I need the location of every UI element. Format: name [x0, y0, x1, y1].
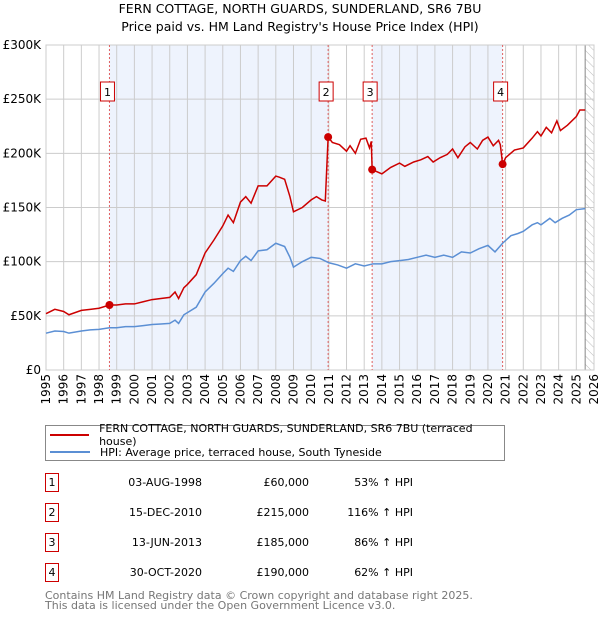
sale-label-box — [99, 81, 115, 102]
x-tick-label: 2018 — [446, 374, 460, 405]
y-tick-label: £0 — [26, 363, 41, 377]
x-tick-label: 2005 — [216, 374, 230, 405]
footer-copyright: Contains HM Land Registry data © Crown c… — [45, 589, 473, 602]
sale-price: £185,000 — [256, 536, 310, 549]
sale-date: 30-OCT-2020 — [129, 566, 202, 579]
x-tick-label: 2011 — [322, 374, 336, 405]
sale-label: 2 — [323, 86, 330, 99]
x-tick-label: 1998 — [92, 374, 106, 405]
x-tick-label: 2008 — [269, 374, 283, 405]
legend-swatch — [50, 451, 90, 453]
sale-point — [498, 160, 507, 169]
sale-label: 1 — [104, 86, 111, 99]
sale-price: £215,000 — [256, 506, 310, 519]
sale-price: £190,000 — [256, 566, 310, 579]
x-tick-label: 2000 — [127, 374, 141, 405]
sale-number-badge: 4 — [45, 563, 59, 582]
x-tick-label: 2002 — [163, 374, 177, 405]
sale-label-box — [493, 81, 509, 102]
sale-point — [324, 133, 333, 142]
legend-item-hpi: HPI: Average price, terraced house, Sout… — [50, 444, 382, 460]
sale-hpi-change: 116% ↑ HPI — [347, 506, 413, 519]
chart-subtitle: Price paid vs. HM Land Registry's House … — [121, 19, 479, 34]
legend-label: FERN COTTAGE, NORTH GUARDS, SUNDERLAND, … — [99, 422, 473, 448]
sale-number-badge: 2 — [45, 503, 59, 522]
sale-number-badge: 3 — [45, 533, 59, 552]
x-tick-label: 2021 — [499, 374, 513, 405]
x-tick-label: 2024 — [552, 374, 566, 405]
x-tick-label: 2001 — [145, 374, 159, 405]
sale-date: 15-DEC-2010 — [128, 506, 202, 519]
sale-label-box — [362, 81, 378, 102]
x-tick-label: 2014 — [375, 374, 389, 405]
x-tick-label: 2009 — [286, 374, 300, 405]
price-chart: 1995 1996 1997 1998 1999 2000 2001 2002 2003 2004… — [3, 38, 600, 405]
y-tick-label: £50K — [10, 309, 42, 323]
x-tick-label: 2006 — [233, 374, 247, 405]
plot-frame — [45, 44, 595, 371]
x-tick-label: 2026 — [587, 374, 600, 405]
sale-price: £60,000 — [263, 476, 310, 489]
y-tick-label: £150K — [3, 201, 43, 215]
x-tick-label: 2012 — [340, 374, 354, 405]
y-tick-label: £250K — [3, 92, 43, 106]
sale-hpi-change: 53% ↑ HPI — [354, 476, 413, 489]
legend-swatch — [50, 434, 90, 436]
sale-label: 3 — [367, 86, 374, 99]
legend-item-property: FERN COTTAGE, NORTH GUARDS, SUNDERLAND, … — [50, 422, 504, 448]
sale-row: 2 15-DEC-2010 £215,000 116% ↑ HPI — [45, 503, 465, 523]
x-tick-label: 1999 — [110, 374, 124, 405]
x-tick-label: 2004 — [198, 374, 212, 405]
x-tick-label: 1995 — [39, 374, 53, 405]
x-tick-label: 2016 — [410, 374, 424, 405]
x-tick-label: 2019 — [463, 374, 477, 405]
x-tick-label: 2023 — [534, 374, 548, 405]
y-tick-label: £300K — [3, 38, 43, 52]
x-tick-label: 2010 — [304, 374, 318, 405]
legend-label: HPI: Average price, terraced house, Sout… — [100, 445, 382, 459]
sale-date: 03-AUG-1998 — [128, 476, 202, 489]
x-tick-label: 2013 — [357, 374, 371, 405]
sale-point — [368, 165, 377, 174]
sale-row: 1 03-AUG-1998 £60,000 53% ↑ HPI — [45, 473, 465, 493]
x-tick-label: 2007 — [251, 374, 265, 405]
sale-point — [105, 301, 114, 309]
y-tick-label: £200K — [3, 146, 43, 160]
footer-licence: This data is licensed under the Open Gov… — [45, 599, 396, 612]
x-tick-label: 1997 — [74, 374, 88, 405]
x-tick-label: 2017 — [428, 374, 442, 405]
sale-row: 3 13-JUN-2013 £185,000 86% ↑ HPI — [45, 533, 465, 553]
sale-row: 4 30-OCT-2020 £190,000 62% ↑ HPI — [45, 563, 465, 583]
y-tick-label: £100K — [3, 255, 43, 269]
sale-label: 4 — [497, 86, 504, 99]
sale-date: 13-JUN-2013 — [131, 536, 202, 549]
series-line — [45, 207, 586, 334]
sale-number-badge: 1 — [45, 473, 59, 492]
x-tick-label: 2003 — [180, 374, 194, 405]
legend: FERN COTTAGE, NORTH GUARDS, SUNDERLAND, … — [45, 422, 505, 461]
x-tick-label: 2025 — [569, 374, 583, 405]
x-tick-label: 2022 — [516, 374, 530, 405]
chart-title: FERN COTTAGE, NORTH GUARDS, SUNDERLAND, … — [118, 1, 482, 16]
sale-label-box — [318, 81, 334, 102]
x-tick-label: 2020 — [481, 374, 495, 405]
x-tick-label: 2015 — [393, 374, 407, 405]
sale-hpi-change: 86% ↑ HPI — [354, 536, 413, 549]
sale-hpi-change: 62% ↑ HPI — [354, 566, 413, 579]
x-tick-label: 1996 — [57, 374, 71, 405]
